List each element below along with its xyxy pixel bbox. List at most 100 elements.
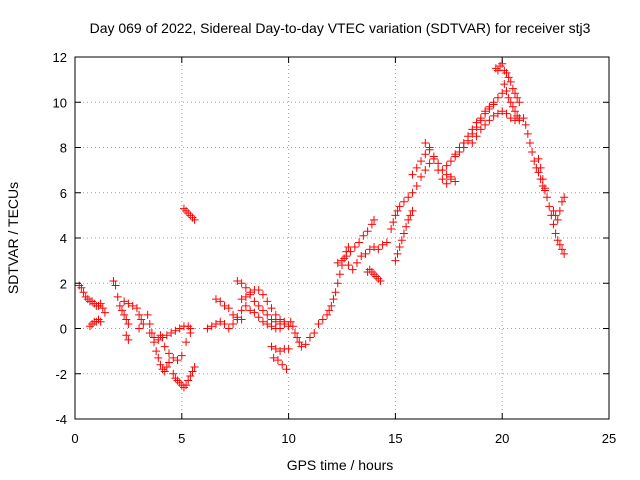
y-tick-label: -4	[55, 412, 67, 427]
data-point	[417, 157, 426, 166]
data-point	[367, 267, 376, 276]
data-point	[88, 297, 97, 306]
data-point	[493, 93, 502, 102]
data-point	[143, 310, 152, 319]
data-point	[152, 347, 161, 356]
data-point	[122, 315, 131, 324]
data-point	[489, 100, 498, 109]
data-point	[511, 107, 520, 116]
data-point	[523, 129, 532, 138]
data-point	[267, 322, 276, 331]
data-point	[314, 319, 323, 328]
data-point	[402, 222, 411, 231]
data-point	[254, 301, 263, 310]
data-point	[370, 270, 379, 279]
data-point	[417, 172, 426, 181]
y-tick-label: 2	[60, 276, 67, 291]
y-tick-label: -2	[55, 367, 67, 382]
data-point	[186, 372, 195, 381]
data-point	[241, 292, 250, 301]
data-point	[365, 265, 374, 274]
chart-title: Day 069 of 2022, Sidereal Day-to-day VTE…	[90, 20, 591, 36]
data-point	[329, 295, 338, 304]
series-group	[534, 154, 569, 258]
data-point	[96, 299, 105, 308]
data-point	[267, 342, 276, 351]
data-point	[271, 310, 280, 319]
data-point	[182, 206, 191, 215]
data-point	[335, 270, 344, 279]
data-point	[534, 154, 543, 163]
data-point	[370, 243, 379, 252]
data-point	[451, 150, 460, 159]
data-point	[96, 317, 105, 326]
data-point	[421, 166, 430, 175]
data-point	[508, 102, 517, 111]
data-point	[367, 220, 376, 229]
x-tick-label: 25	[602, 431, 616, 446]
data-point	[498, 107, 507, 116]
data-point	[177, 351, 186, 360]
data-point	[203, 324, 212, 333]
data-point	[318, 315, 327, 324]
data-point	[340, 254, 349, 263]
data-point	[237, 315, 246, 324]
data-point	[348, 265, 357, 274]
data-point	[399, 197, 408, 206]
data-point	[288, 322, 297, 331]
data-point	[188, 367, 197, 376]
series-group	[333, 215, 379, 267]
series-group	[549, 193, 569, 224]
data-point	[352, 258, 361, 267]
data-point	[273, 356, 282, 365]
data-point	[425, 145, 434, 154]
data-point	[496, 62, 505, 71]
data-point	[271, 317, 280, 326]
data-point	[359, 231, 368, 240]
data-point	[397, 236, 406, 245]
data-point	[333, 258, 342, 267]
x-tick-label: 15	[388, 431, 402, 446]
data-point	[190, 362, 199, 371]
data-point	[543, 193, 552, 202]
data-point	[186, 211, 195, 220]
data-point	[391, 256, 400, 265]
series-group	[85, 315, 105, 331]
data-point	[333, 279, 342, 288]
data-point	[327, 301, 336, 310]
data-point	[81, 292, 90, 301]
series-group	[169, 362, 199, 392]
data-point	[374, 245, 383, 254]
data-point	[173, 376, 182, 385]
data-point	[258, 306, 267, 315]
data-point	[455, 143, 464, 152]
data-point	[211, 319, 220, 328]
data-point	[525, 138, 534, 147]
data-point	[468, 125, 477, 134]
data-point	[88, 319, 97, 328]
data-point	[100, 308, 109, 317]
data-point	[145, 319, 154, 328]
data-point	[122, 331, 131, 340]
data-point	[77, 283, 86, 292]
y-tick-label: 0	[60, 322, 67, 337]
data-point	[220, 319, 229, 328]
data-point	[237, 306, 246, 315]
data-point	[536, 163, 545, 172]
data-point	[305, 333, 314, 342]
data-point	[521, 120, 530, 129]
data-point	[504, 73, 513, 82]
data-point	[534, 168, 543, 177]
data-point	[246, 306, 255, 315]
data-point	[263, 297, 272, 306]
y-tick-label: 8	[60, 141, 67, 156]
y-tick-label: 4	[60, 231, 67, 246]
series-group	[237, 286, 289, 326]
series-group	[491, 59, 524, 107]
data-point	[182, 338, 191, 347]
data-point	[124, 335, 133, 344]
data-point	[506, 98, 515, 107]
data-point	[85, 322, 94, 331]
data-point	[555, 240, 564, 249]
data-point	[387, 224, 396, 233]
